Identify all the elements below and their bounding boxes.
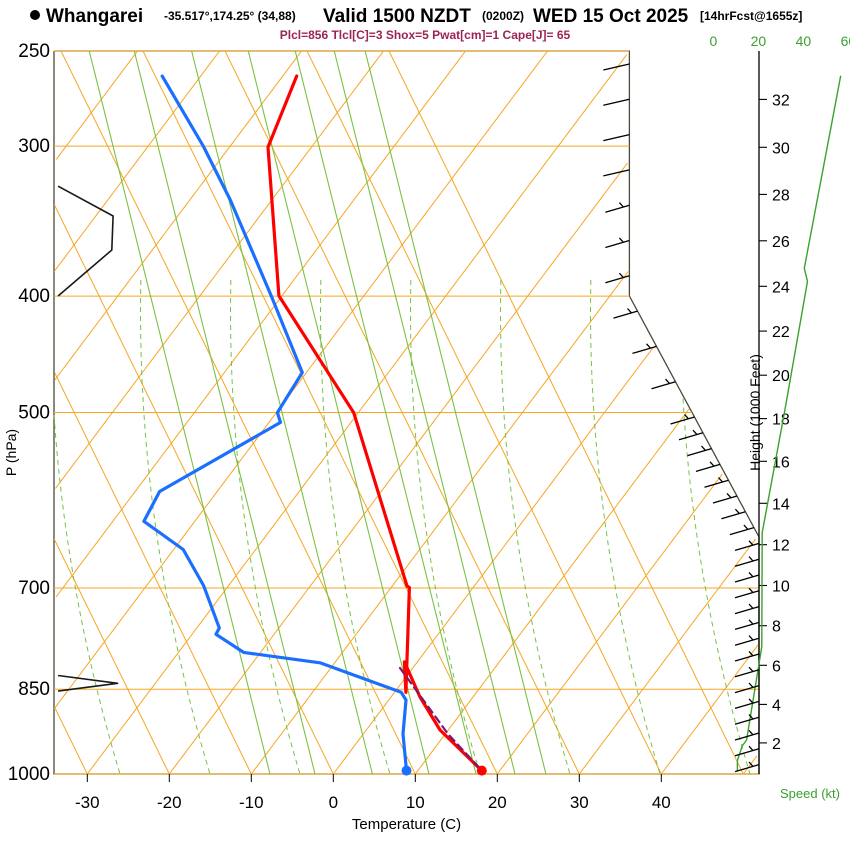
svg-text:300: 300	[18, 136, 50, 157]
svg-text:2: 2	[772, 736, 781, 753]
svg-text:22: 22	[772, 324, 790, 341]
svg-text:40: 40	[796, 33, 812, 49]
svg-text:250: 250	[18, 41, 50, 62]
svg-text:Plcl=856 Tlcl[C]=3 Shox=5 Pwat: Plcl=856 Tlcl[C]=3 Shox=5 Pwat[cm]=1 Cap…	[280, 28, 571, 42]
svg-text:28: 28	[772, 187, 790, 204]
svg-text:850: 850	[18, 679, 50, 700]
svg-text:-30: -30	[75, 793, 100, 812]
svg-text:40: 40	[652, 793, 671, 812]
svg-text:0: 0	[329, 793, 338, 812]
svg-text:Whangarei: Whangarei	[46, 6, 143, 27]
svg-text:26: 26	[772, 234, 790, 251]
svg-text:400: 400	[18, 286, 50, 307]
svg-text:0: 0	[710, 33, 718, 49]
svg-text:14: 14	[772, 496, 790, 513]
svg-text:20: 20	[488, 793, 507, 812]
svg-text:-10: -10	[239, 793, 264, 812]
svg-text:4: 4	[772, 697, 781, 714]
svg-text:Valid 1500 NZDT: Valid 1500 NZDT	[323, 6, 471, 27]
svg-text:12: 12	[772, 538, 790, 555]
svg-text:[14hrFcst@1655z]: [14hrFcst@1655z]	[700, 9, 802, 23]
svg-text:30: 30	[570, 793, 589, 812]
svg-text:(0200Z): (0200Z)	[482, 9, 524, 23]
svg-text:P (hPa): P (hPa)	[3, 429, 19, 476]
svg-text:Speed (kt): Speed (kt)	[780, 786, 840, 801]
svg-text:700: 700	[18, 578, 50, 599]
svg-text:WED 15 Oct 2025: WED 15 Oct 2025	[533, 6, 689, 27]
svg-text:-20: -20	[157, 793, 182, 812]
svg-text:20: 20	[772, 368, 790, 385]
svg-text:30: 30	[772, 140, 790, 157]
svg-text:Height (1000 Feet): Height (1000 Feet)	[747, 354, 763, 471]
svg-text:Temperature (C): Temperature (C)	[352, 816, 461, 833]
svg-text:6: 6	[772, 658, 781, 675]
svg-text:-35.517°,174.25° (34,88): -35.517°,174.25° (34,88)	[164, 9, 296, 23]
svg-text:8: 8	[772, 619, 781, 636]
svg-text:10: 10	[772, 579, 790, 596]
svg-text:1000: 1000	[8, 764, 50, 785]
svg-text:60: 60	[841, 33, 850, 49]
svg-text:24: 24	[772, 279, 790, 296]
svg-text:32: 32	[772, 92, 790, 109]
svg-text:18: 18	[772, 412, 790, 429]
svg-text:20: 20	[751, 33, 767, 49]
svg-text:500: 500	[18, 403, 50, 424]
svg-text:10: 10	[406, 793, 425, 812]
